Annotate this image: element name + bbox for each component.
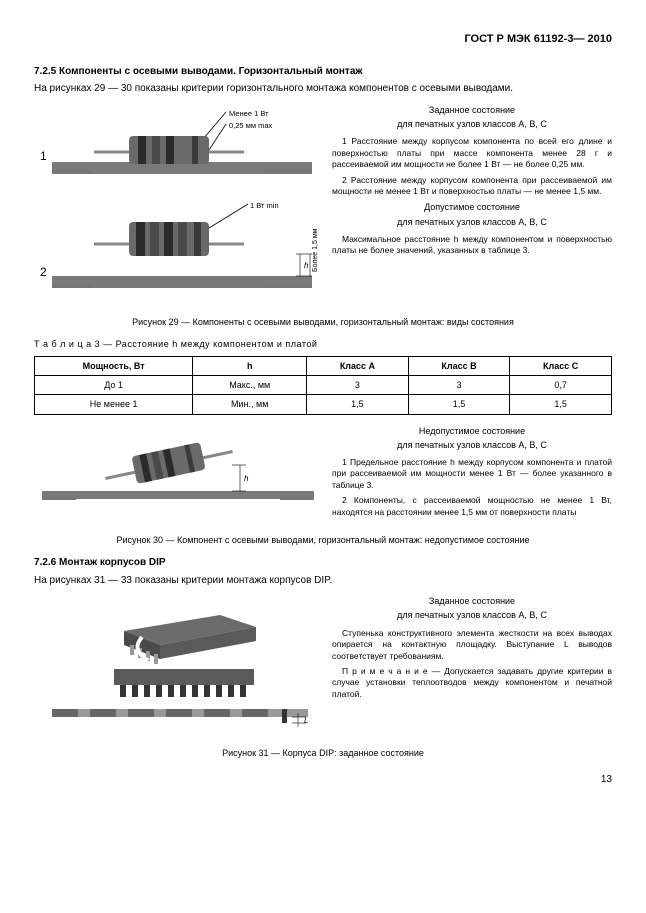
section-725-title: 7.2.5 Компоненты с осевыми выводами. Гор… [34, 65, 612, 79]
fig31-note: П р и м е ч а н и е — Допускается задава… [332, 666, 612, 700]
figure-30-illustration: h [34, 425, 322, 523]
td: 1,5 [510, 395, 612, 414]
svg-text:L: L [304, 716, 308, 725]
fig31-p1: Ступенька конструктивного элемента жестк… [332, 628, 612, 662]
figure-30-text: Недопустимое состояние для печатных узло… [332, 425, 612, 523]
fig29-state2-title: Допустимое состояние [332, 201, 612, 213]
td: Не менее 1 [35, 395, 193, 414]
svg-text:0,25 мм max: 0,25 мм max [229, 121, 272, 130]
svg-text:h: h [244, 474, 249, 483]
figure-30-caption: Рисунок 30 — Компонент с осевыми выводам… [34, 534, 612, 546]
fig29-state1-sub: для печатных узлов классов A, B, C [332, 118, 612, 130]
fig29-p3: Максимальное расстояние h между компонен… [332, 234, 612, 257]
table-row: Не менее 1 Мин., мм 1,5 1,5 1,5 [35, 395, 612, 414]
svg-text:Менее 1 Вт: Менее 1 Вт [229, 109, 269, 118]
svg-text:2: 2 [40, 265, 47, 279]
figure-29-caption: Рисунок 29 — Компоненты с осевыми вывода… [34, 316, 612, 328]
fig30-state-title: Недопустимое состояние [332, 425, 612, 437]
td: 0,7 [510, 376, 612, 395]
td: 3 [408, 376, 510, 395]
table-row: Мощность, Вт h Класс A Класс B Класс C [35, 357, 612, 376]
fig30-p1: 1 Предельное расстояние h между корпусом… [332, 457, 612, 491]
figure-29-illustration: Менее 1 Вт 0,25 мм max 1 1 Вт min 2 [34, 104, 322, 304]
svg-text:Более 1,5 мм: Более 1,5 мм [312, 228, 319, 272]
th: Мощность, Вт [35, 357, 193, 376]
fig30-state-sub: для печатных узлов классов A, B, C [332, 439, 612, 451]
td: 1,5 [307, 395, 409, 414]
figure-30-block: h Недопустимое состояние для печатных уз… [34, 425, 612, 523]
svg-text:1: 1 [40, 149, 47, 163]
figure-31-illustration: L [34, 595, 322, 735]
fig29-state2-sub: для печатных узлов классов A, B, C [332, 216, 612, 228]
figure-29-block: Менее 1 Вт 0,25 мм max 1 1 Вт min 2 [34, 104, 612, 304]
td: Макс., мм [193, 376, 307, 395]
table3: Мощность, Вт h Класс A Класс B Класс C Д… [34, 356, 612, 414]
fig30-p2: 2 Компоненты, с рассеиваемой мощностью н… [332, 495, 612, 518]
section-726-intro: На рисунках 31 — 33 показаны критерии мо… [34, 574, 612, 588]
fig29-p1: 1 Расстояние между корпусом компонента п… [332, 136, 612, 170]
svg-text:1 Вт min: 1 Вт min [250, 201, 279, 210]
figure-31-caption: Рисунок 31 — Корпуса DIP: заданное состо… [34, 747, 612, 759]
svg-text:h: h [304, 261, 309, 270]
fig29-state1-title: Заданное состояние [332, 104, 612, 116]
figure-29-text: Заданное состояние для печатных узлов кл… [332, 104, 612, 304]
th: Класс A [307, 357, 409, 376]
fig31-state-title: Заданное состояние [332, 595, 612, 607]
page-number: 13 [34, 773, 612, 787]
figure-31-block: L Заданное состояние для печатных узлов … [34, 595, 612, 735]
table-row: До 1 Макс., мм 3 3 0,7 [35, 376, 612, 395]
td: 1,5 [408, 395, 510, 414]
table3-title: Т а б л и ц а 3 — Расстояние h между ком… [34, 338, 612, 350]
td: До 1 [35, 376, 193, 395]
section-725-intro: На рисунках 29 — 30 показаны критерии го… [34, 82, 612, 96]
th: Класс C [510, 357, 612, 376]
doc-header: ГОСТ Р МЭК 61192-3— 2010 [34, 32, 612, 47]
section-726-title: 7.2.6 Монтаж корпусов DIP [34, 556, 612, 570]
th: Класс B [408, 357, 510, 376]
td: 3 [307, 376, 409, 395]
th: h [193, 357, 307, 376]
fig31-state-sub: для печатных узлов классов A, B, C [332, 609, 612, 621]
figure-31-text: Заданное состояние для печатных узлов кл… [332, 595, 612, 735]
fig29-p2: 2 Расстояние между корпусом компонента п… [332, 175, 612, 198]
td: Мин., мм [193, 395, 307, 414]
